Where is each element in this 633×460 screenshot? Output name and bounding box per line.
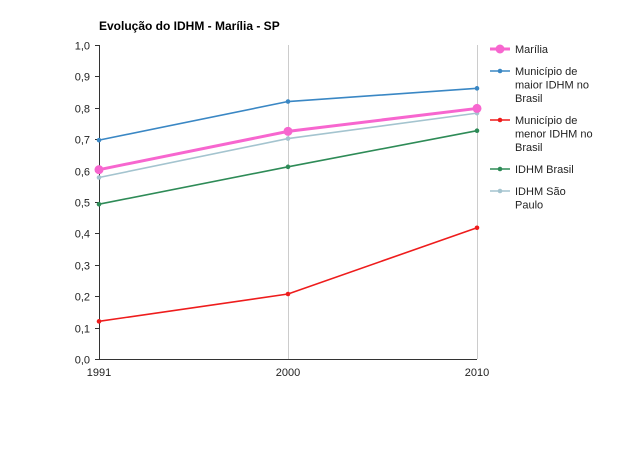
data-point bbox=[285, 99, 291, 104]
data-point bbox=[96, 319, 102, 324]
y-tick-label: 0,0 bbox=[75, 355, 90, 367]
legend-label: IDHM São Paulo bbox=[515, 186, 566, 212]
legend-swatch-marker bbox=[495, 44, 505, 54]
legend-item-4: IDHM Brasil bbox=[490, 164, 574, 176]
data-point bbox=[474, 128, 480, 134]
chart-title: Evolução do IDHM - Marília - SP bbox=[99, 19, 280, 33]
legend: Marília Município de maior IDHM no Brasil Mu… bbox=[490, 44, 593, 212]
y-tick-label: 0,2 bbox=[75, 292, 90, 304]
legend-label: Município de menor IDHM no Brasil bbox=[515, 115, 593, 154]
x-tick-label: 1991 bbox=[87, 367, 111, 379]
y-tick-label: 0,5 bbox=[75, 198, 90, 210]
series-5 bbox=[96, 110, 480, 180]
data-point bbox=[474, 86, 480, 91]
data-point bbox=[285, 164, 291, 170]
data-point bbox=[285, 136, 291, 141]
y-tick-label: 0,9 bbox=[75, 72, 90, 84]
y-tick-label: 0,7 bbox=[75, 135, 90, 147]
data-point bbox=[96, 175, 102, 180]
y-tick-label: 0,4 bbox=[75, 229, 90, 241]
y-tick-label: 0,6 bbox=[75, 167, 90, 179]
data-point bbox=[474, 225, 480, 231]
data-point bbox=[94, 165, 104, 175]
legend-swatch-marker bbox=[497, 68, 503, 74]
legend-item-5: IDHM São Paulo bbox=[490, 186, 566, 212]
y-tick-label: 0,8 bbox=[75, 104, 90, 116]
legend-label: IDHM Brasil bbox=[515, 164, 574, 176]
data-point bbox=[96, 201, 102, 207]
y-tick-label: 0,1 bbox=[75, 324, 90, 336]
data-point bbox=[283, 126, 293, 136]
legend-label: Município de maior IDHM no Brasil bbox=[515, 66, 589, 105]
x-tick-label: 2000 bbox=[276, 367, 300, 379]
legend-item-3: Município de menor IDHM no Brasil bbox=[490, 115, 593, 154]
axes: 0,0 0,1 0,2 0,3 0,4 0,5 0,6 0,7 0,8 0,9 1,0 1991 200… bbox=[75, 41, 490, 380]
legend-swatch-marker bbox=[497, 188, 503, 194]
series-2 bbox=[96, 86, 480, 143]
data-point bbox=[96, 137, 102, 143]
legend-item-1: Marília bbox=[490, 44, 549, 56]
legend-label: Marília bbox=[515, 44, 549, 56]
legend-swatch-marker bbox=[497, 117, 503, 123]
y-tick-label: 1,0 bbox=[75, 41, 90, 53]
series-1 bbox=[94, 103, 482, 175]
legend-swatch-marker bbox=[497, 166, 503, 172]
series-group bbox=[94, 86, 482, 324]
data-point bbox=[472, 103, 482, 113]
y-tick-label: 0,3 bbox=[75, 261, 90, 273]
series-3 bbox=[96, 225, 480, 324]
data-point bbox=[285, 291, 291, 297]
series-4 bbox=[96, 128, 480, 207]
x-tick-label: 2010 bbox=[465, 367, 489, 379]
legend-item-2: Município de maior IDHM no Brasil bbox=[490, 66, 589, 105]
